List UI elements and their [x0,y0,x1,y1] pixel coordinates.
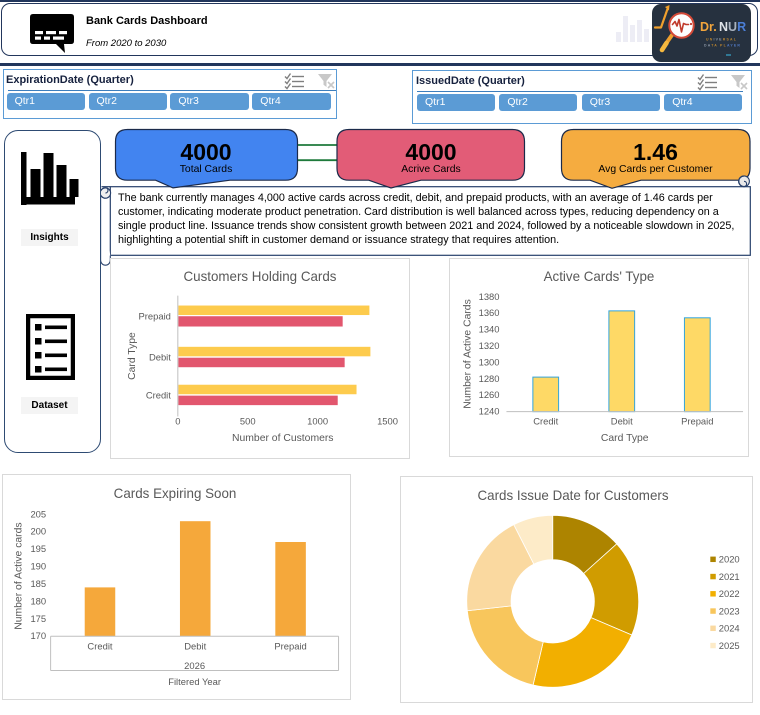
svg-text:0: 0 [175,415,180,426]
svg-text:Dr.: Dr. [700,20,717,34]
svg-text:2023: 2023 [719,605,740,616]
svg-text:Active Cards' Type: Active Cards' Type [544,269,655,284]
svg-text:175: 175 [30,613,46,624]
svg-text:1260: 1260 [479,389,500,400]
svg-text:1340: 1340 [479,324,500,335]
svg-text:NUR: NUR [719,20,746,34]
svg-text:1320: 1320 [479,340,500,351]
svg-text:Cards Expiring Soon: Cards Expiring Soon [114,486,237,501]
svg-text:Number of Active cards: Number of Active cards [13,522,24,629]
svg-text:205: 205 [30,508,46,519]
svg-text:2020: 2020 [719,554,740,565]
svg-text:DATA PLAYER: DATA PLAYER [704,44,741,48]
svg-text:Customers Holding Cards: Customers Holding Cards [184,269,337,284]
svg-text:Cards Issue Date for Customers: Cards Issue Date for Customers [478,488,669,503]
svg-text:Credit: Credit [533,415,558,426]
svg-text:200: 200 [30,526,46,537]
svg-text:2025: 2025 [719,640,740,651]
svg-text:2022: 2022 [719,588,740,599]
svg-text:2026: 2026 [184,660,205,671]
svg-text:Prepaid: Prepaid [139,310,171,321]
svg-text:Debit: Debit [611,415,633,426]
svg-text:1240: 1240 [479,406,500,417]
svg-text:500: 500 [240,415,256,426]
svg-text:Card Type: Card Type [127,332,138,380]
svg-text:2024: 2024 [719,623,740,634]
svg-text:185: 185 [30,578,46,589]
svg-text:170: 170 [30,630,46,641]
svg-text:1380: 1380 [479,291,500,302]
svg-text:Filtered Year: Filtered Year [168,676,221,687]
svg-text:Debit: Debit [149,351,171,362]
svg-text:Number of Active Cards: Number of Active Cards [462,299,473,409]
svg-text:Debit: Debit [184,640,206,651]
svg-text:1000: 1000 [307,415,328,426]
svg-text:1280: 1280 [479,373,500,384]
svg-text:Number of Customers: Number of Customers [232,433,333,444]
svg-text:Credit: Credit [87,640,112,651]
svg-text:180: 180 [30,595,46,606]
svg-text:195: 195 [30,543,46,554]
svg-text:Prepaid: Prepaid [681,415,713,426]
svg-text:2021: 2021 [719,571,740,582]
svg-text:1360: 1360 [479,307,500,318]
svg-text:190: 190 [30,561,46,572]
svg-text:Prepaid: Prepaid [274,640,306,651]
svg-text:Card Type: Card Type [601,433,649,444]
svg-text:UNIVERSAL: UNIVERSAL [706,38,737,42]
svg-text:1300: 1300 [479,356,500,367]
svg-text:Credit: Credit [146,390,171,401]
svg-text:1500: 1500 [377,415,398,426]
